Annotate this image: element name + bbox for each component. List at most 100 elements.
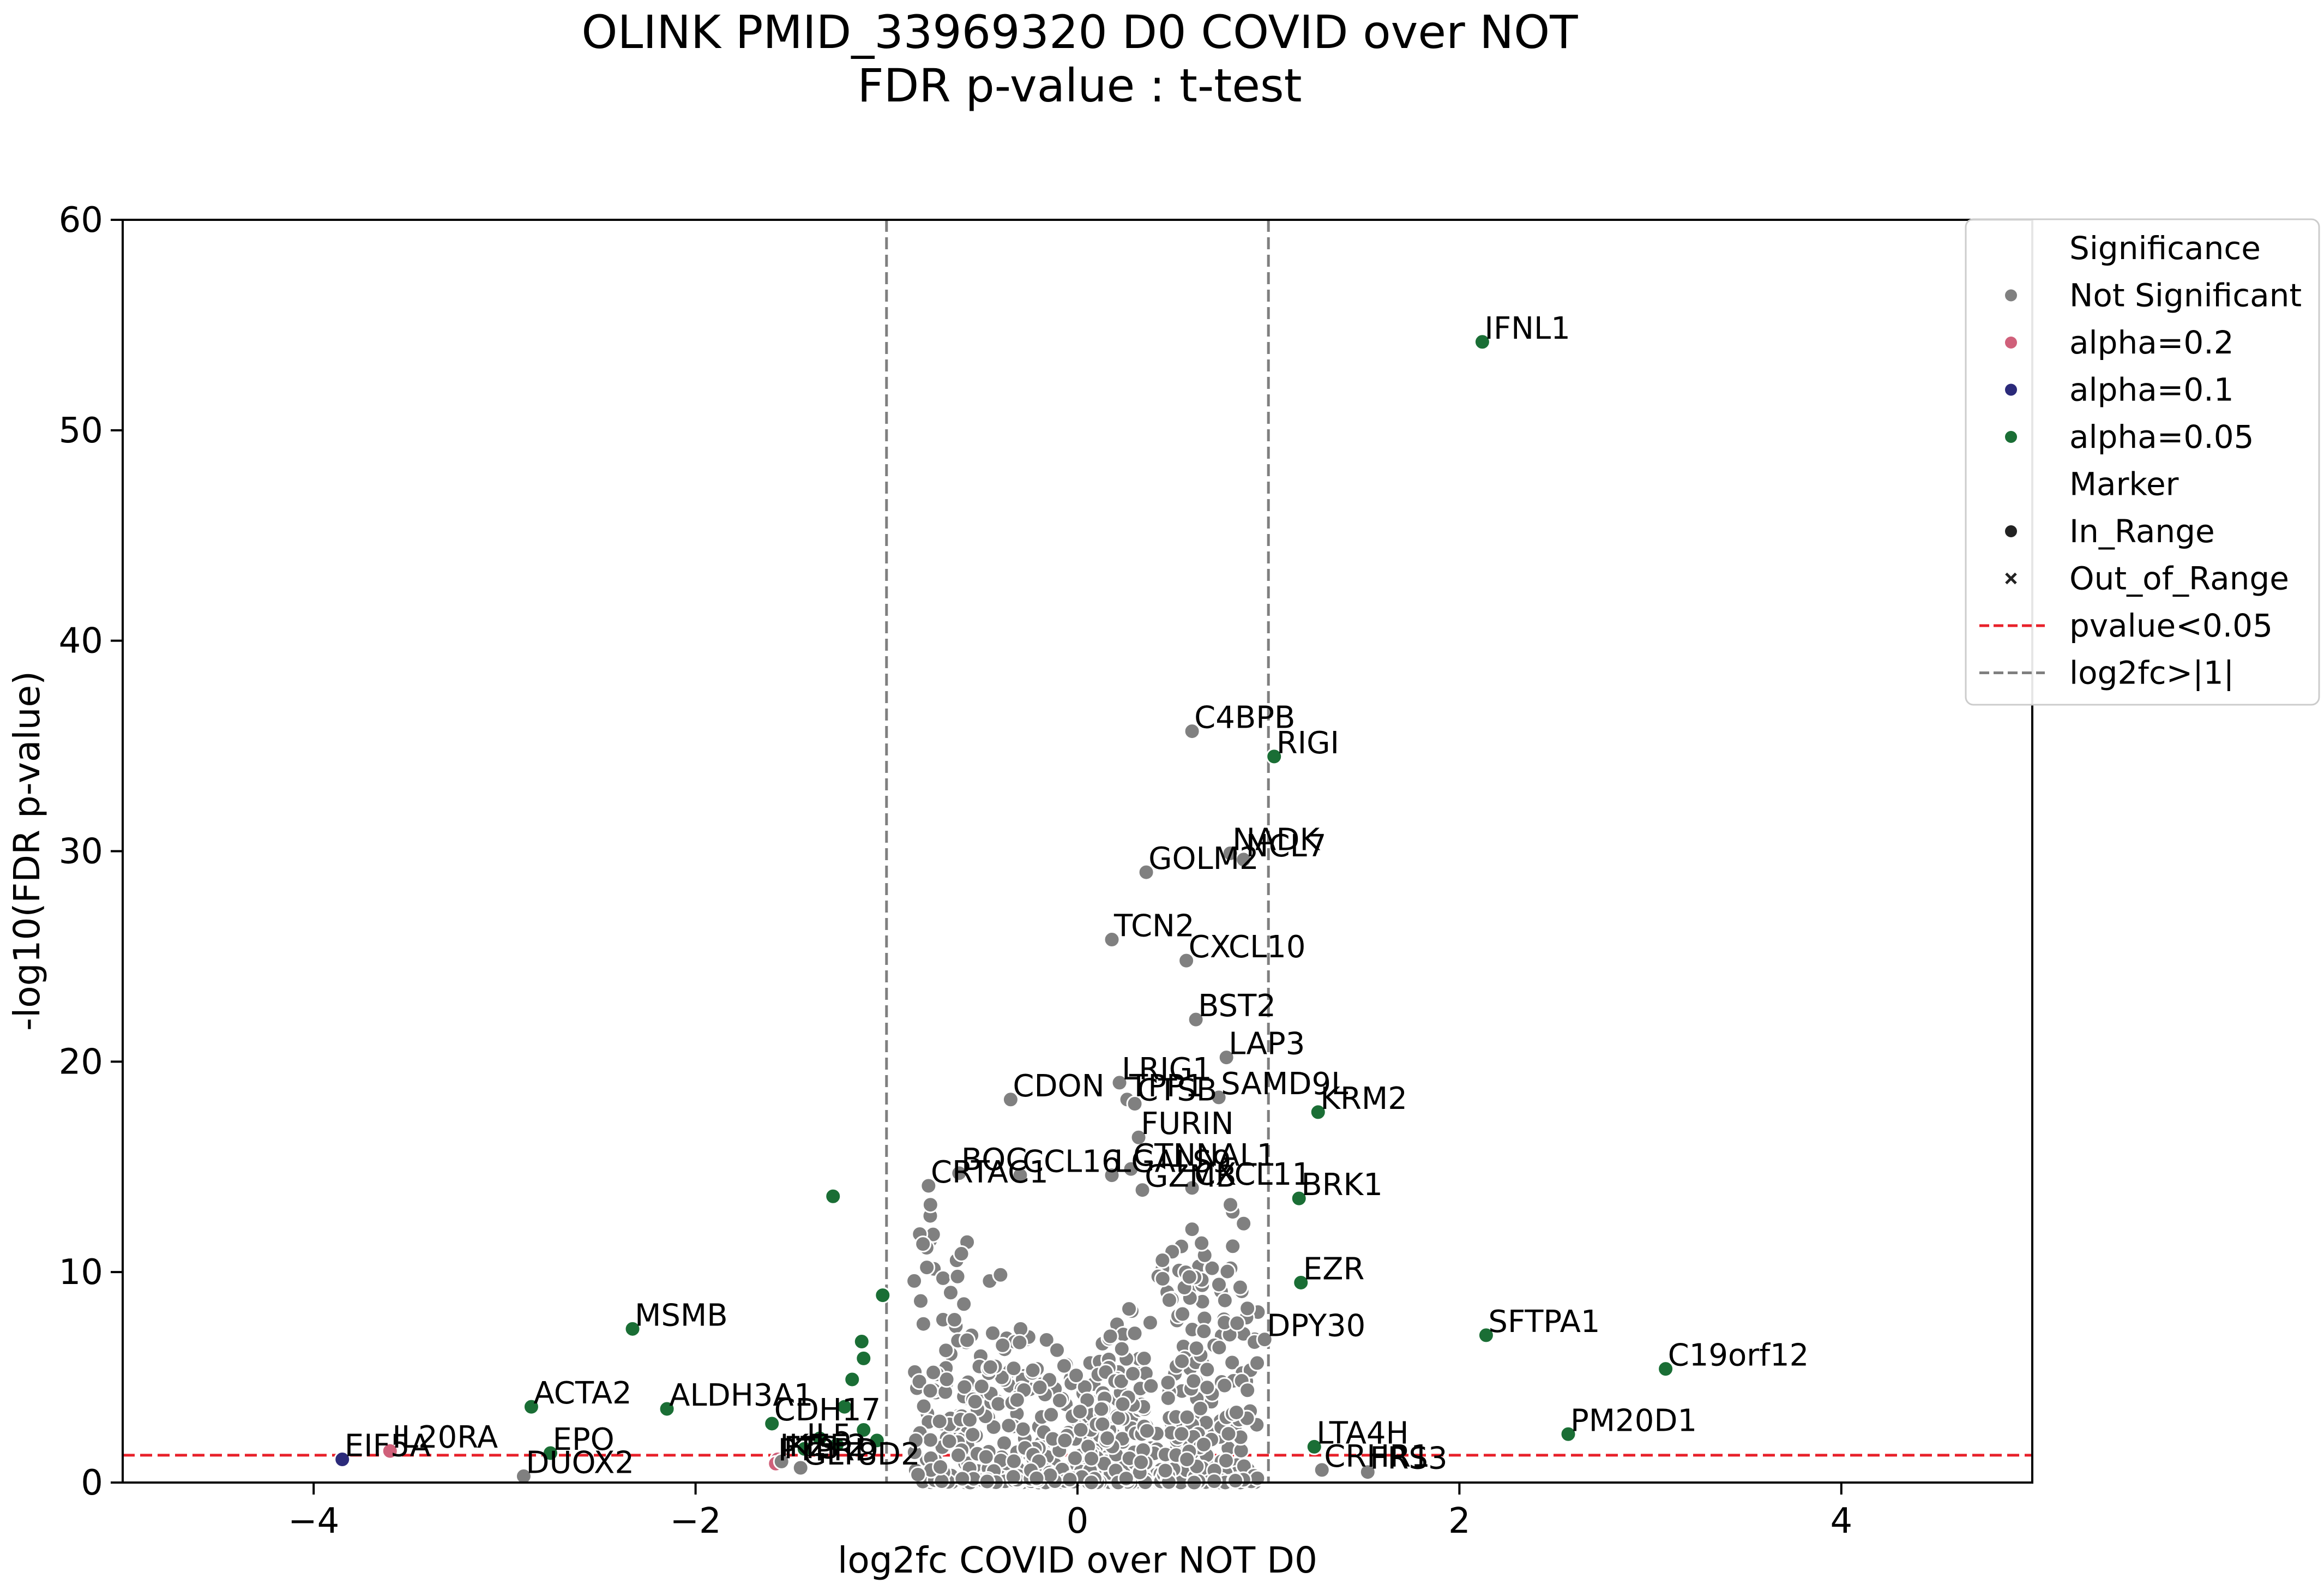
background-point [1028,1469,1045,1487]
background-point [959,1331,976,1349]
background-point [1249,1469,1266,1487]
point-label: ALDH3A1 [669,1378,813,1413]
background-point [1066,1449,1083,1467]
labeled-point [1309,1103,1327,1121]
labeled-point [1187,1011,1205,1028]
legend-header: Marker [2069,466,2179,503]
point-label: CCL16 [1022,1144,1121,1180]
significant-point [836,1398,853,1415]
background-point [1183,1221,1201,1238]
significant-point [828,1436,846,1454]
labeled-point [920,1177,937,1195]
threshold-lines [123,220,2032,1483]
background-point [1114,1395,1131,1413]
background-point [1008,1391,1026,1409]
background-point [1056,1432,1074,1449]
labeled-point [1473,333,1491,351]
point-label: MSMB [635,1298,728,1333]
background-point [1173,1353,1191,1370]
background-point [1110,1409,1127,1427]
legend-marker [2005,289,2017,302]
background-point [914,1315,932,1333]
background-point [1222,1196,1239,1214]
significant-point [824,1187,842,1205]
background-point [1011,1334,1028,1351]
labeled-point [522,1398,540,1415]
legend-entry-label: In_Range [2069,513,2215,550]
legend-entry-label: pvalue<0.05 [2069,607,2273,644]
point-label: BST2 [1198,988,1276,1024]
x-tick-label: −4 [288,1501,339,1541]
labeled-point [1313,1461,1330,1479]
point-label: CXCL10 [1189,929,1306,965]
x-tick-label: −2 [670,1501,721,1541]
background-point [907,1432,924,1449]
background-point [1094,1415,1111,1433]
background-point [1216,1292,1233,1309]
background-point [1227,1403,1245,1421]
point-label: NCL7 [1246,829,1327,864]
y-tick-label: 50 [59,411,103,451]
background-point [1193,1234,1211,1252]
legend-marker [2005,572,2017,585]
point-label: GZMB [1145,1159,1237,1195]
background-point [1038,1331,1055,1349]
background-point [1071,1403,1089,1420]
background-point [1014,1420,1032,1438]
legend-entry-label: Out_of_Range [2069,560,2289,597]
background-point [1121,1300,1138,1318]
background-point [1154,1251,1171,1269]
background-point [1099,1430,1116,1447]
background-point [1142,1377,1160,1395]
background-point [915,1397,932,1415]
background-point [977,1448,995,1466]
labeled-point [1256,1331,1273,1348]
labeled-point [1178,952,1195,969]
background-point [1160,1291,1178,1309]
background-point [1000,1417,1017,1435]
background-point [1031,1379,1049,1396]
legend-marker [2005,431,2017,443]
background-point [1005,1453,1022,1470]
background-point [912,1292,929,1310]
background-point [1195,1436,1212,1453]
labeled-point [381,1442,399,1460]
background-point [922,1431,939,1449]
background-point [932,1459,949,1476]
background-point [1072,1421,1089,1438]
legend: Significance Not Significant alpha=0.2 alph… [1965,218,2320,706]
background-point [1005,1360,1022,1377]
point-label: GOLM2 [1148,841,1259,877]
background-point [949,1447,967,1464]
background-point [1113,1340,1130,1358]
background-point [937,1342,955,1359]
point-label: PTPRD [778,1432,878,1468]
background-point [994,1336,1012,1354]
y-tick-label: 10 [59,1252,103,1293]
point-label: EZR [1303,1251,1365,1287]
background-point [956,1378,973,1396]
labeled-point [1221,844,1239,862]
background-point [1231,1279,1249,1296]
labeled-point [1359,1463,1376,1481]
point-label: CRTAC1 [931,1155,1049,1190]
background-point [996,1435,1013,1452]
point-label: CTNNAL1 [1133,1138,1276,1173]
background-point [906,1272,923,1289]
point-label: ACTA2 [533,1376,631,1411]
background-point [1239,1382,1256,1399]
point-label: CXCL11 [1194,1157,1311,1192]
background-point [1051,1392,1068,1409]
labeled-point [1130,1129,1147,1146]
background-point [978,1473,996,1490]
background-point [1068,1367,1085,1384]
point-label: CDH17 [774,1393,881,1428]
background-point [1157,1462,1174,1479]
background-point [949,1268,966,1285]
background-point [941,1432,958,1450]
point-label: TPP1 [1129,1069,1204,1104]
point-label: LGALS9 [1114,1144,1231,1180]
background-point [990,1395,1007,1413]
x-axis-label: log2fc COVID over NOT D0 [838,1539,1317,1581]
